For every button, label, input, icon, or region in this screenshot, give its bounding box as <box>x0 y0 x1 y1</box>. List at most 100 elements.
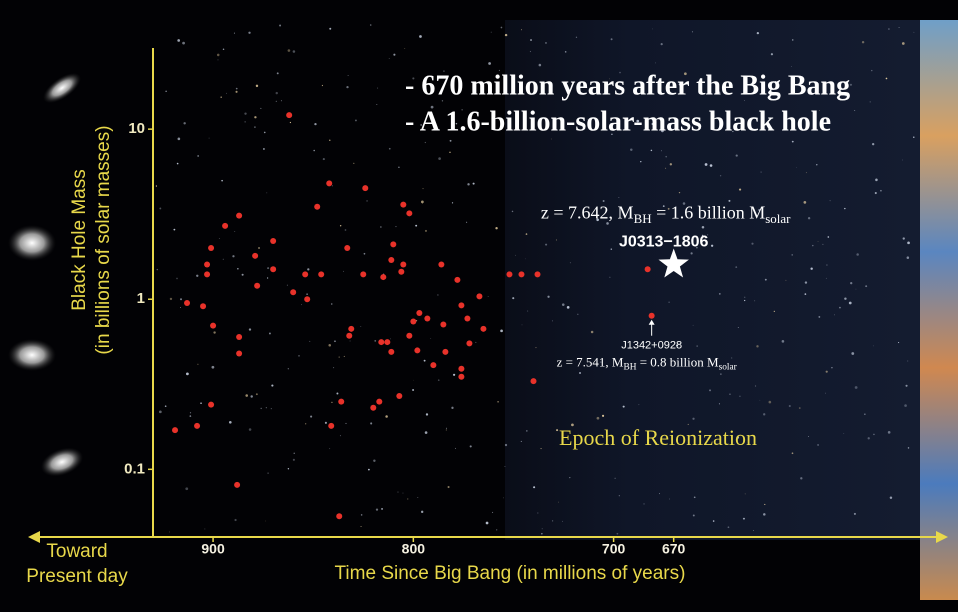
star <box>159 207 162 210</box>
star <box>451 202 454 204</box>
star <box>907 447 910 449</box>
star <box>169 531 170 533</box>
data-point <box>222 222 229 229</box>
star <box>395 226 397 228</box>
star <box>422 188 424 190</box>
data-point <box>458 365 465 372</box>
star <box>292 458 295 461</box>
data-point <box>518 271 525 278</box>
galaxy-icons <box>8 72 84 477</box>
star <box>668 498 670 500</box>
star <box>496 529 498 531</box>
star <box>321 84 324 87</box>
star <box>197 155 199 157</box>
star <box>719 175 722 177</box>
star <box>873 433 875 436</box>
star <box>541 528 543 530</box>
star <box>668 301 670 303</box>
star <box>545 42 547 44</box>
y-axis-title: (in billions of solar masses) <box>93 125 114 354</box>
star <box>822 243 824 245</box>
data-point <box>204 271 211 278</box>
data-point <box>480 325 487 332</box>
star <box>855 288 857 290</box>
star <box>564 51 567 53</box>
star <box>530 39 532 41</box>
data-point <box>534 271 541 278</box>
star <box>571 423 574 427</box>
star <box>807 217 811 220</box>
data-point <box>252 252 259 259</box>
star <box>500 26 503 29</box>
star <box>306 293 308 295</box>
star <box>693 496 696 499</box>
star <box>455 122 458 125</box>
star <box>754 385 757 387</box>
annotation-part: z = 7.642, M <box>541 203 634 223</box>
star <box>867 437 870 440</box>
star <box>871 143 875 146</box>
data-point <box>236 212 243 219</box>
y-tick-label: 0.1 <box>124 460 145 477</box>
region-label: Epoch of Reionization <box>559 425 757 450</box>
star <box>791 66 792 67</box>
data-point <box>344 245 351 252</box>
star <box>861 40 865 44</box>
star <box>339 435 341 437</box>
y-axis-title: Black Hole Mass <box>69 169 90 311</box>
star <box>461 108 463 111</box>
star <box>665 167 667 169</box>
data-point <box>328 422 335 429</box>
data-point <box>388 348 395 355</box>
star <box>651 122 654 126</box>
star <box>412 389 415 392</box>
star <box>710 244 714 247</box>
star <box>533 486 536 489</box>
star <box>865 285 868 288</box>
star <box>684 72 687 76</box>
star <box>449 151 451 153</box>
star <box>850 282 853 285</box>
annotation-part: solar <box>765 211 791 226</box>
star <box>388 147 391 150</box>
star <box>265 407 267 409</box>
bullet: - A 1.6-billion-solar-mass black hole <box>405 106 831 137</box>
star <box>260 407 262 410</box>
star <box>692 514 695 517</box>
star <box>164 405 167 408</box>
star <box>393 53 396 56</box>
data-point <box>302 271 309 278</box>
annotation-part: z = 7.541, M <box>557 355 624 370</box>
annotation: z = 7.642, MBH = 1.6 billion Msolar <box>541 203 791 226</box>
star <box>551 520 554 522</box>
data-point <box>208 245 215 252</box>
star <box>825 392 827 394</box>
star <box>266 192 268 194</box>
star <box>313 149 315 152</box>
star <box>368 468 370 471</box>
star <box>338 356 340 358</box>
star <box>498 69 500 71</box>
star <box>817 241 819 242</box>
star <box>690 252 693 255</box>
star <box>208 137 210 139</box>
star <box>301 304 302 306</box>
star <box>504 466 506 467</box>
star <box>675 344 679 347</box>
star <box>781 340 785 343</box>
star <box>500 329 503 333</box>
star <box>805 172 807 174</box>
star <box>233 32 235 34</box>
star <box>569 262 571 264</box>
data-point <box>416 309 423 316</box>
star <box>727 526 730 529</box>
star <box>452 373 456 376</box>
star <box>875 178 878 182</box>
star <box>420 510 424 514</box>
star <box>785 279 787 281</box>
star <box>622 405 625 408</box>
star <box>334 340 336 343</box>
star <box>701 225 705 229</box>
star <box>764 278 767 281</box>
star <box>638 404 640 406</box>
